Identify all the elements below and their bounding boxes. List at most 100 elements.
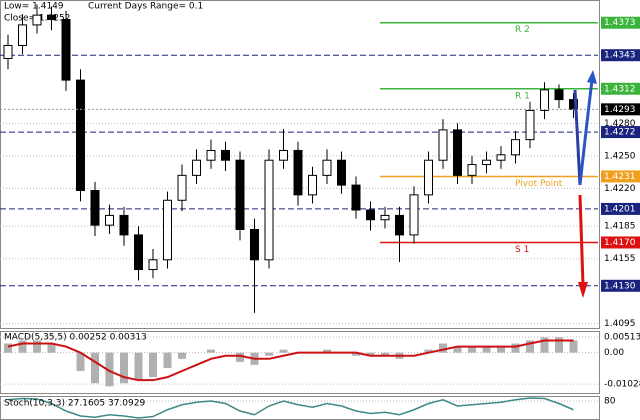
candle-body bbox=[395, 214, 404, 236]
y-tick-label: 1.4312 bbox=[604, 84, 636, 94]
panel-label: Stoch(10,3,3) 27.1605 37.0929 bbox=[4, 399, 145, 409]
candle-body bbox=[18, 24, 27, 46]
candle-body bbox=[424, 159, 433, 196]
candle-body bbox=[90, 190, 100, 226]
candle-body bbox=[47, 14, 56, 20]
candle-body bbox=[351, 184, 361, 211]
y-tick-label: 1.4201 bbox=[604, 204, 636, 214]
macd-bar bbox=[453, 346, 462, 353]
macd-bar bbox=[265, 352, 273, 356]
price-tag bbox=[601, 170, 640, 183]
candle-body bbox=[380, 214, 390, 221]
macd-bar bbox=[76, 352, 85, 372]
candle-body bbox=[467, 164, 477, 176]
macd-bar bbox=[91, 352, 99, 384]
y-tick-label: 1.4373 bbox=[604, 18, 636, 28]
price-tag bbox=[601, 202, 640, 215]
candle-body bbox=[511, 139, 520, 156]
panel-frame bbox=[0, 0, 600, 329]
candle-body bbox=[192, 159, 201, 176]
candle-body bbox=[293, 149, 303, 196]
y-tick-label: 1.4343 bbox=[604, 51, 636, 61]
candle-body bbox=[3, 44, 13, 59]
macd-bar bbox=[178, 352, 186, 359]
candle-body bbox=[366, 209, 375, 221]
panel-label: MACD(5,35,5) 0.00252 0.00313 bbox=[4, 333, 147, 343]
price-tag bbox=[601, 126, 640, 139]
price-tag bbox=[601, 103, 640, 116]
y-tick-label: 80 bbox=[604, 397, 616, 407]
macd-bar bbox=[569, 340, 578, 353]
candle-body bbox=[525, 109, 535, 141]
candle-body bbox=[554, 89, 564, 101]
candle-body bbox=[119, 214, 129, 236]
macd-bar bbox=[526, 340, 534, 353]
price-tag bbox=[601, 49, 640, 62]
candle-body bbox=[163, 199, 172, 261]
candle-body bbox=[409, 194, 419, 236]
y-tick-label: 1.4280 bbox=[604, 119, 636, 129]
candle-body bbox=[206, 149, 216, 161]
macd-bar bbox=[4, 343, 12, 353]
candle-body bbox=[308, 174, 317, 196]
candle-body bbox=[235, 159, 245, 230]
candle-body bbox=[337, 159, 346, 186]
candle-body bbox=[105, 214, 114, 226]
y-tick-label: -0.01028 bbox=[604, 380, 640, 390]
macd-bar bbox=[323, 349, 331, 353]
pivot-label: R 2 bbox=[515, 25, 530, 35]
macd-bar bbox=[439, 343, 447, 353]
y-tick-label: 1.4272 bbox=[604, 128, 636, 138]
pivot-label: R 1 bbox=[515, 91, 530, 101]
y-tick-label: 0.00 bbox=[604, 348, 624, 358]
signal-line bbox=[7, 339, 574, 382]
y-tick-label: 1.4155 bbox=[604, 254, 636, 264]
candle-body bbox=[177, 174, 187, 201]
y-tick-label: 0.00513 bbox=[604, 333, 640, 343]
macd-bar bbox=[497, 346, 505, 353]
macd-bar bbox=[120, 352, 128, 384]
macd-bar bbox=[207, 349, 215, 353]
candle-body bbox=[438, 129, 448, 161]
candle-body bbox=[61, 18, 71, 81]
price-tag bbox=[601, 236, 640, 249]
macd-bar bbox=[381, 352, 389, 356]
macd-bar bbox=[18, 340, 27, 353]
candle-body bbox=[264, 159, 274, 261]
macd-bar bbox=[105, 352, 114, 387]
y-tick-label: 1.4231 bbox=[604, 172, 636, 182]
macd-bar bbox=[149, 352, 157, 378]
candle-body bbox=[540, 89, 549, 111]
price-tag bbox=[601, 82, 640, 95]
candle-body bbox=[453, 129, 462, 176]
y-tick-label: 1.4220 bbox=[604, 184, 636, 194]
y-tick-label: 1.4185 bbox=[604, 222, 636, 232]
y-tick-label: 1.4130 bbox=[604, 281, 636, 291]
candle-body bbox=[148, 259, 158, 271]
candle-body bbox=[496, 154, 506, 161]
info-range: Current Days Range= 0.1 bbox=[88, 2, 203, 12]
down-arrow-head bbox=[578, 282, 588, 298]
macd-bar bbox=[555, 337, 563, 353]
candle-body bbox=[322, 159, 332, 176]
macd-bar bbox=[540, 337, 549, 353]
macd-bar bbox=[33, 340, 41, 353]
pivot-label: Pivot Point bbox=[515, 179, 563, 189]
candle-body bbox=[279, 149, 288, 161]
macd-bar bbox=[47, 343, 56, 353]
macd-bar bbox=[366, 352, 375, 356]
macd-bar bbox=[468, 346, 476, 353]
macd-bar bbox=[134, 352, 143, 381]
y-tick-label: 1.4250 bbox=[604, 151, 636, 161]
info-low: Low= 1.4149 bbox=[4, 2, 64, 12]
y-tick-label: 1.4095 bbox=[604, 319, 636, 329]
candle-body bbox=[221, 149, 230, 161]
up-arrow bbox=[578, 79, 594, 186]
price-tag bbox=[601, 279, 640, 292]
price-tag bbox=[601, 16, 640, 29]
y-tick-label: 1.4293 bbox=[604, 105, 636, 115]
y-tick-label: 1.4170 bbox=[604, 238, 636, 248]
down-arrow bbox=[578, 194, 585, 286]
macd-bar bbox=[236, 352, 244, 362]
